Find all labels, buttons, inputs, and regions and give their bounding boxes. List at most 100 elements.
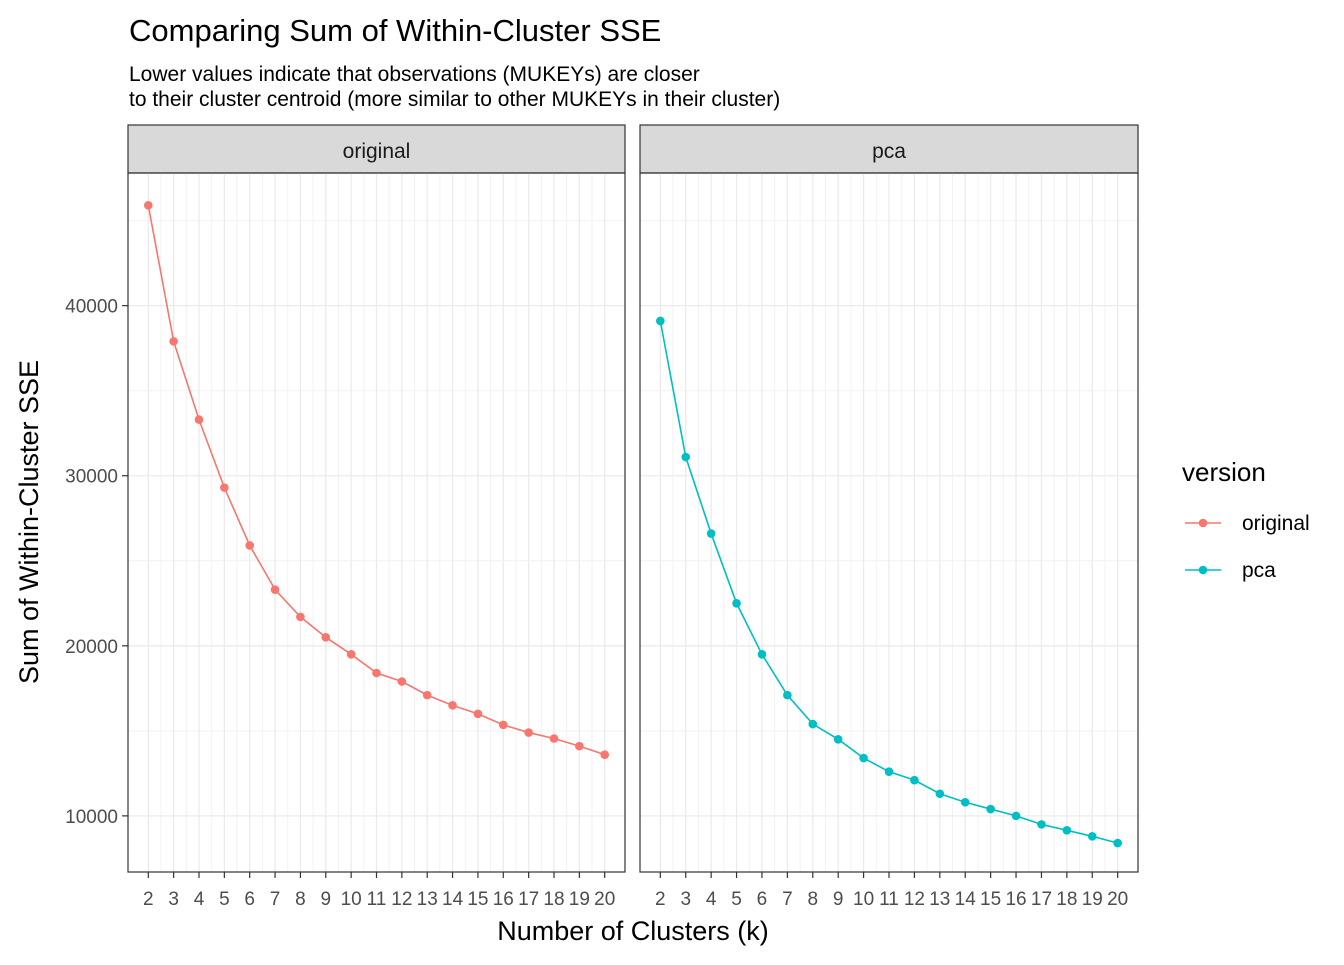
x-tick-label: 16 [493, 889, 514, 910]
data-point-pca-k14 [960, 797, 970, 807]
facet-panel-original: original 2 3 4 5 6 7 8 9 10 11 12 13 14 15 16 17 18 19 20 [127, 124, 626, 910]
chart-title: Comparing Sum of Within-Cluster SSE [129, 13, 661, 48]
x-tick-label: 16 [1005, 889, 1026, 910]
x-tick-label: 4 [194, 889, 205, 910]
data-point-original-k17 [524, 728, 533, 737]
data-point-original-k12 [397, 677, 407, 686]
x-tick-label: 11 [879, 889, 899, 910]
x-tick-label: 13 [417, 889, 438, 910]
chart-subtitle-line-2: to their cluster centroid (more similar … [129, 88, 780, 111]
data-point-original-k14 [448, 701, 457, 710]
y-tick-label: 20000 [65, 637, 118, 658]
data-point-pca-k20 [1113, 838, 1122, 848]
data-point-pca-k7 [783, 690, 792, 700]
facet-strip-original [127, 124, 626, 174]
x-tick-label: 5 [731, 889, 742, 910]
x-tick-label: 6 [757, 889, 768, 910]
x-tick-label: 9 [320, 889, 331, 910]
facet-strip-label-pca: pca [872, 140, 906, 163]
x-axis-title: Number of Clusters (k) [497, 916, 769, 946]
y-tick-label: 10000 [65, 807, 118, 828]
x-tick-label: 2 [143, 889, 154, 910]
data-point-pca-k15 [986, 804, 995, 814]
x-tick-label: 2 [655, 889, 666, 910]
x-tick-label: 12 [904, 889, 925, 910]
data-point-pca-k13 [935, 789, 945, 799]
y-tick-label: 40000 [65, 297, 118, 318]
data-point-original-k19 [575, 741, 584, 751]
facet-panel-pca: pca 2 3 4 5 6 7 8 9 10 11 12 13 14 15 16 17 18 19 20 [639, 124, 1139, 910]
data-point-pca-k19 [1087, 831, 1097, 841]
data-point-original-k7 [270, 585, 280, 594]
x-tick-label: 17 [518, 889, 539, 910]
x-tick-label: 7 [782, 889, 793, 910]
data-point-original-k20 [600, 750, 610, 759]
x-tick-label: 7 [270, 889, 281, 910]
x-tick-label: 19 [569, 889, 590, 910]
x-tick-label: 19 [1082, 889, 1103, 910]
x-tick-label: 10 [853, 889, 874, 910]
legend-label-original: original [1242, 512, 1310, 535]
data-point-original-k6 [245, 541, 255, 550]
y-axis-title: Sum of Within-Cluster SSE [14, 360, 44, 684]
x-tick-label: 3 [680, 889, 691, 910]
data-point-pca-k5 [732, 598, 741, 608]
y-tick-label: 30000 [65, 467, 118, 488]
data-point-original-k4 [194, 415, 204, 424]
facet-strip-label-original: original [343, 140, 411, 163]
x-tick-label: 18 [543, 889, 564, 910]
x-tick-label: 20 [1107, 889, 1128, 910]
data-point-original-k13 [422, 690, 432, 700]
legend-label-pca: pca [1242, 559, 1276, 582]
data-point-original-k2 [143, 201, 153, 210]
x-tick-label: 12 [391, 889, 412, 910]
x-tick-label: 8 [295, 889, 306, 910]
data-point-pca-k2 [656, 316, 665, 326]
data-point-pca-k12 [910, 775, 919, 785]
data-point-pca-k17 [1037, 820, 1046, 829]
x-tick-label: 8 [807, 889, 818, 910]
y-axis: 10000 20000 30000 40000 [65, 297, 128, 828]
data-point-original-k10 [346, 650, 356, 659]
x-tick-label: 4 [706, 889, 717, 910]
data-point-pca-k8 [808, 719, 818, 729]
legend-item-original: original [1185, 512, 1310, 535]
legend-key-point [1198, 565, 1208, 575]
data-point-pca-k18 [1062, 826, 1072, 835]
x-tick-label: 20 [594, 889, 615, 910]
data-point-original-k9 [321, 632, 331, 642]
chart-subtitle-line-1: Lower values indicate that observations … [129, 63, 700, 86]
x-tick-label: 14 [442, 889, 464, 910]
data-point-pca-k3 [681, 452, 691, 462]
x-tick-label: 6 [244, 889, 255, 910]
x-tick-label: 14 [955, 889, 977, 910]
data-point-original-k5 [220, 483, 229, 492]
x-tick-label: 15 [467, 889, 488, 910]
legend: version original pca [1182, 457, 1310, 582]
data-point-original-k16 [498, 720, 508, 730]
data-point-pca-k16 [1011, 811, 1021, 821]
legend-item-pca: pca [1185, 559, 1276, 582]
data-point-original-k3 [169, 337, 178, 346]
x-tick-label: 5 [219, 889, 230, 910]
data-point-original-k15 [473, 709, 483, 719]
data-point-pca-k4 [706, 529, 716, 538]
data-point-original-k11 [372, 668, 381, 678]
x-tick-label: 15 [980, 889, 1001, 910]
x-tick-label: 13 [929, 889, 950, 910]
x-tick-label: 17 [1031, 889, 1052, 910]
x-tick-label: 3 [168, 889, 179, 910]
data-point-original-k8 [296, 612, 305, 622]
data-point-original-k18 [549, 734, 559, 743]
x-tick-label: 9 [833, 889, 844, 910]
legend-key-point [1198, 518, 1208, 528]
x-tick-label: 11 [367, 889, 387, 910]
facet-strip-pca [639, 124, 1139, 174]
data-point-pca-k9 [833, 735, 843, 744]
data-point-pca-k10 [859, 753, 868, 763]
x-tick-label: 10 [341, 889, 362, 910]
data-point-pca-k11 [884, 767, 894, 776]
legend-title: version [1182, 457, 1266, 487]
